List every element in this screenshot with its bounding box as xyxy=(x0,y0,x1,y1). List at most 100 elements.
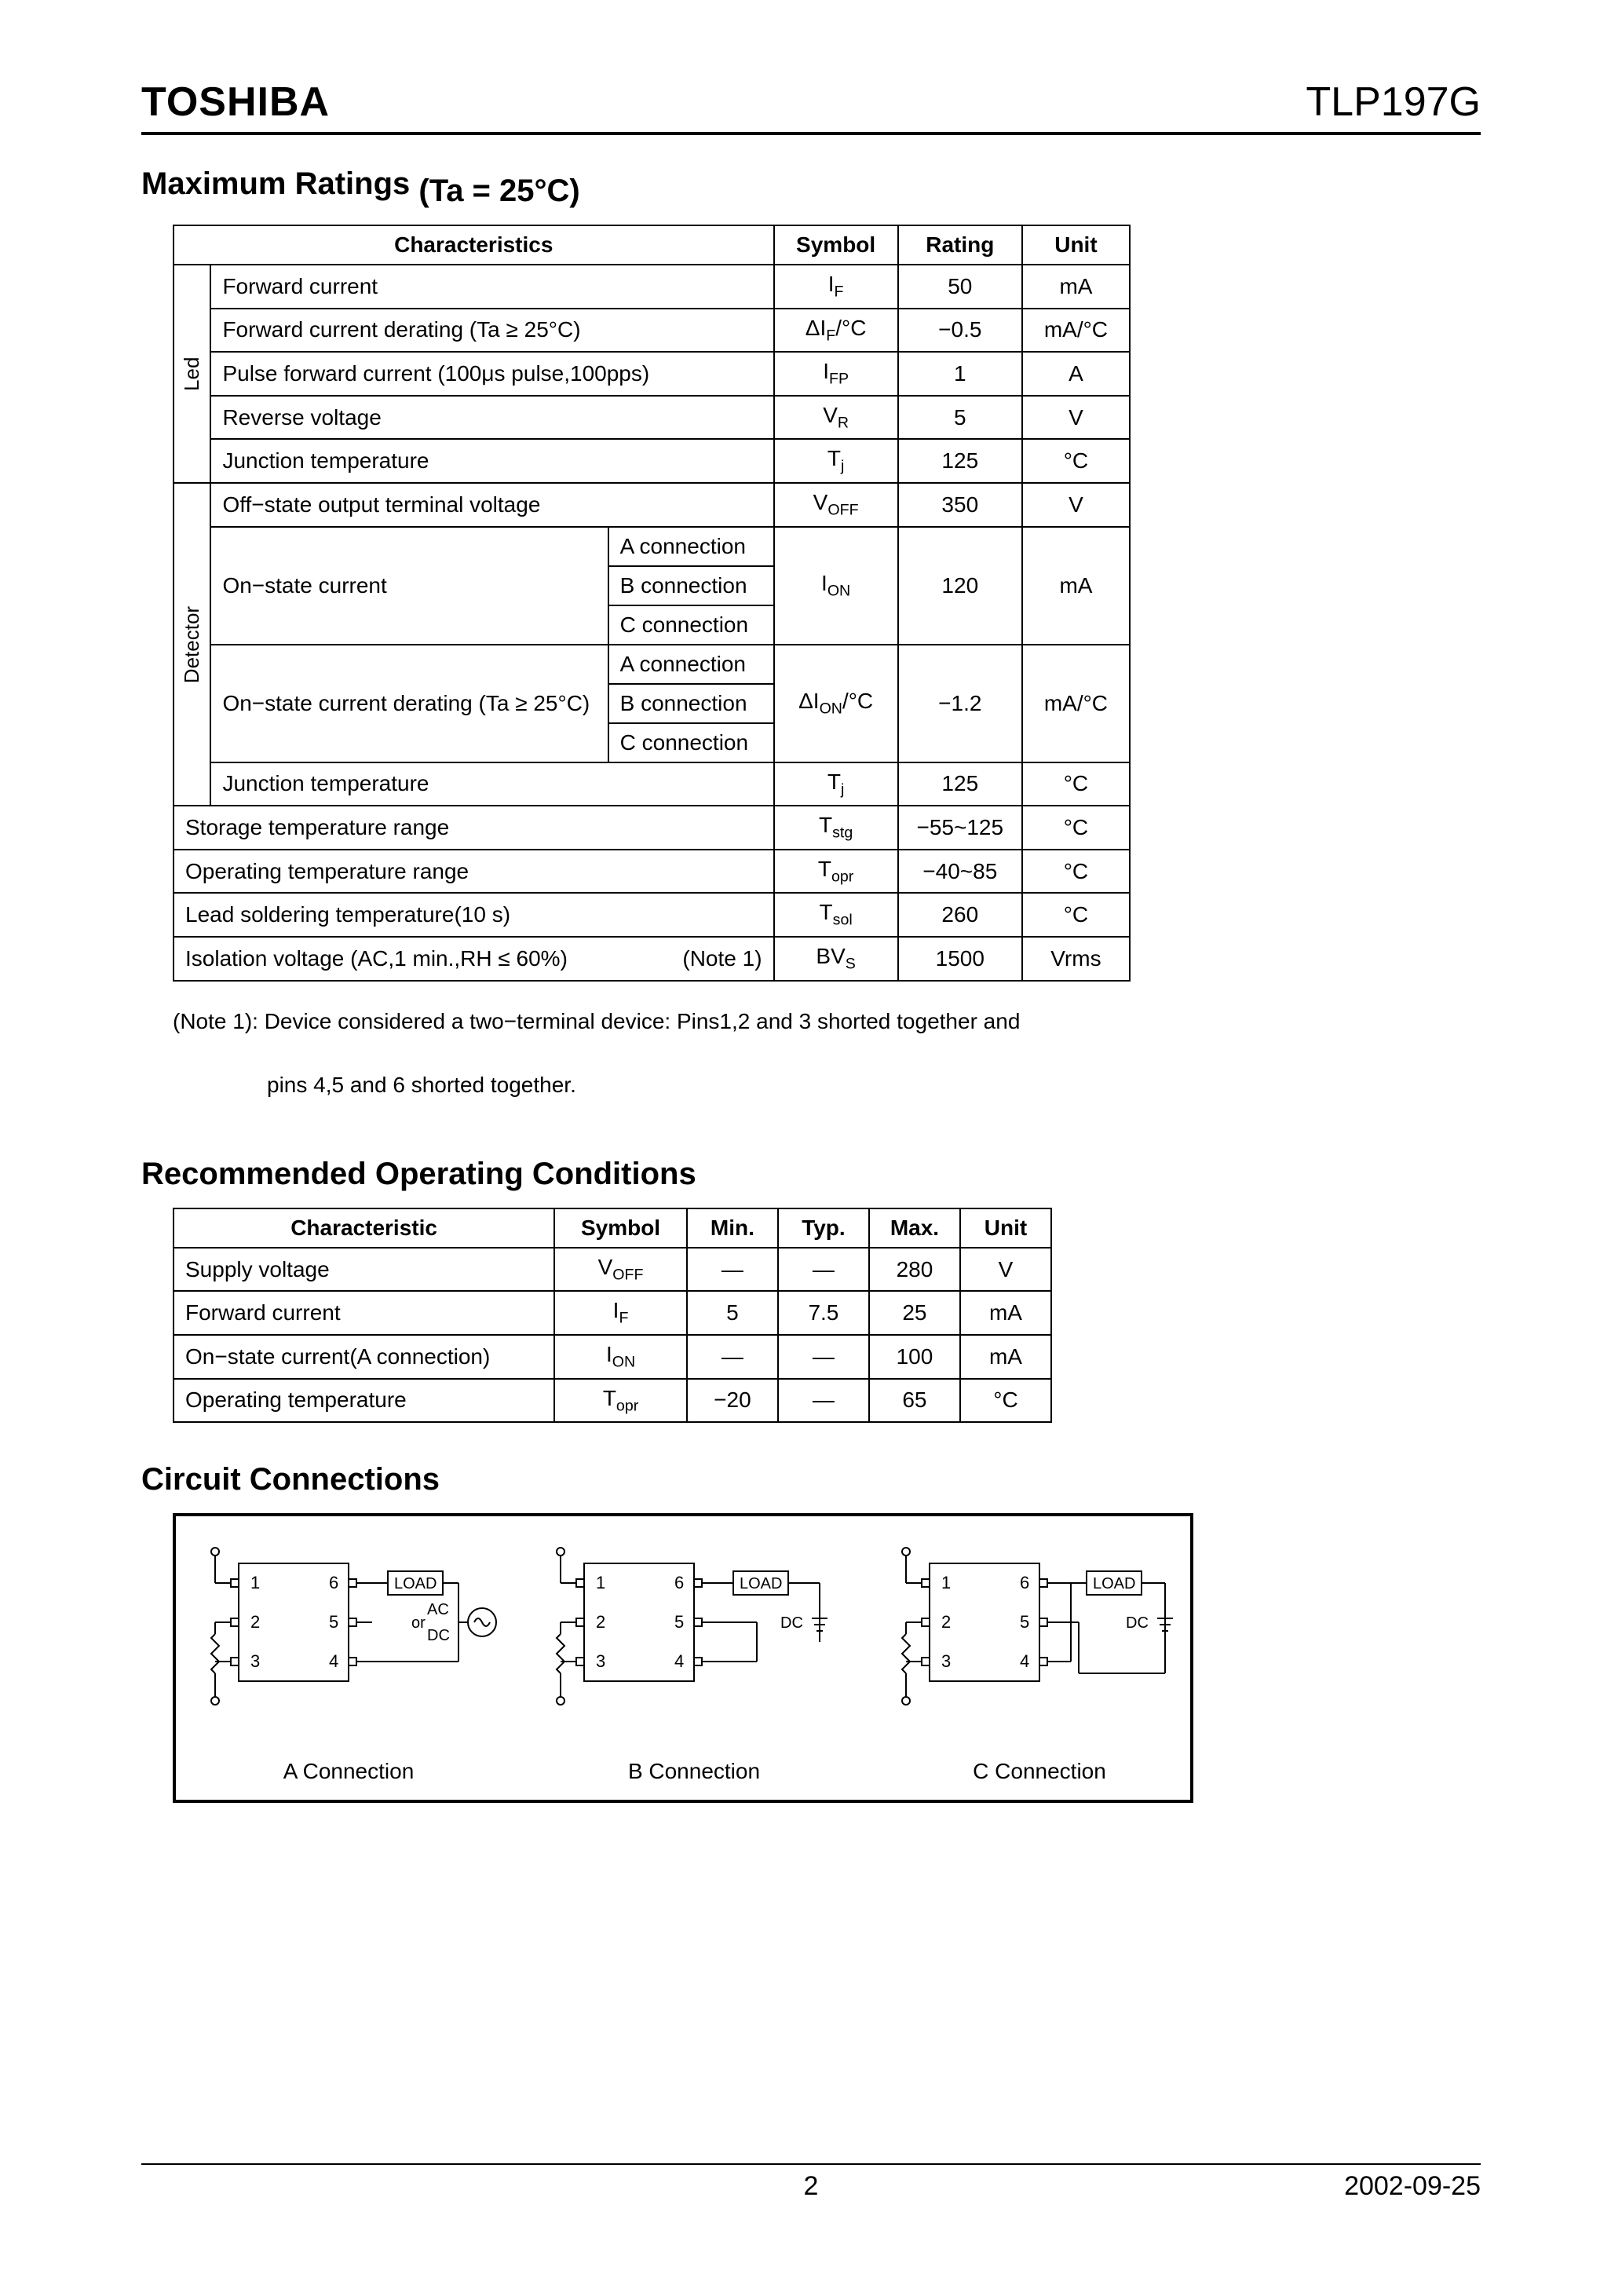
cell-char: On−state current xyxy=(210,527,608,645)
max-ratings-table: Characteristics Symbol Rating Unit Led F… xyxy=(173,225,1131,982)
cell-char: Junction temperature xyxy=(210,762,773,806)
svg-text:4: 4 xyxy=(1020,1651,1029,1671)
svg-text:4: 4 xyxy=(329,1651,338,1671)
table-header-row: Characteristics Symbol Rating Unit xyxy=(174,225,1130,265)
cell-symbol: ΔIF/°C xyxy=(774,309,898,353)
cell-conn: A connection xyxy=(608,645,774,684)
cell-char: Off−state output terminal voltage xyxy=(210,483,773,527)
col-typ: Typ. xyxy=(778,1208,869,1248)
table-row: Supply voltage VOFF — — 280 V xyxy=(174,1248,1051,1292)
cell-rating: 120 xyxy=(898,527,1022,645)
cell-char: On−state current derating (Ta ≥ 25°C) xyxy=(210,645,608,762)
svg-text:3: 3 xyxy=(250,1651,260,1671)
cell-symbol: Tsol xyxy=(774,893,898,937)
svg-text:1: 1 xyxy=(250,1573,260,1592)
footer-date: 2002-09-25 xyxy=(1344,2171,1481,2202)
cell-char: Pulse forward current (100μs pulse,100pp… xyxy=(210,352,773,396)
cell-char: Operating temperature range xyxy=(174,850,774,894)
cell-rating: 50 xyxy=(898,265,1022,309)
svg-text:1: 1 xyxy=(596,1573,605,1592)
cell-typ: 7.5 xyxy=(778,1291,869,1335)
table-row: On−state current(A connection) ION — — 1… xyxy=(174,1335,1051,1379)
svg-text:2: 2 xyxy=(596,1612,605,1632)
cell-rating: 350 xyxy=(898,483,1022,527)
cell-rating: 1500 xyxy=(898,937,1022,981)
section-title-roc: Recommended Operating Conditions xyxy=(141,1157,1481,1192)
cell-symbol: IFP xyxy=(774,352,898,396)
cell-unit: Vrms xyxy=(1022,937,1130,981)
svg-text:6: 6 xyxy=(329,1573,338,1592)
page-header: TOSHIBA TLP197G xyxy=(141,79,1481,135)
page-number: 2 xyxy=(804,2171,819,2202)
cell-conn: A connection xyxy=(608,527,774,566)
cell-rating: 125 xyxy=(898,762,1022,806)
cell-min: — xyxy=(687,1335,778,1379)
cell-typ: — xyxy=(778,1335,869,1379)
circuit-connections-box: 1 2 3 6 5 4 LOAD AC or DC A Connection xyxy=(173,1513,1193,1803)
circuit-a: 1 2 3 6 5 4 LOAD AC or DC A Connection xyxy=(192,1540,506,1784)
svg-text:2: 2 xyxy=(250,1612,260,1632)
cell-rating: 125 xyxy=(898,439,1022,483)
svg-text:1: 1 xyxy=(941,1573,951,1592)
svg-text:DC: DC xyxy=(780,1614,803,1632)
roc-table: Characteristic Symbol Min. Typ. Max. Uni… xyxy=(173,1208,1052,1423)
table-row: Isolation voltage (AC,1 min.,RH ≤ 60%) (… xyxy=(174,937,1130,981)
cell-rating: −1.2 xyxy=(898,645,1022,762)
svg-text:AC: AC xyxy=(427,1601,449,1618)
svg-text:5: 5 xyxy=(1020,1612,1029,1632)
cell-unit: V xyxy=(960,1248,1051,1292)
cell-symbol: Topr xyxy=(554,1379,687,1423)
cell-conn: C connection xyxy=(608,723,774,762)
part-number: TLP197G xyxy=(1306,79,1481,126)
svg-text:2: 2 xyxy=(941,1612,951,1632)
svg-text:DC: DC xyxy=(1126,1614,1149,1632)
table-row: Storage temperature range Tstg −55~125 °… xyxy=(174,806,1130,850)
cell-char: Forward current xyxy=(174,1291,554,1335)
col-unit: Unit xyxy=(1022,225,1130,265)
table-row: Operating temperature range Topr −40~85 … xyxy=(174,850,1130,894)
toshiba-logo: TOSHIBA xyxy=(141,79,330,126)
col-rating: Rating xyxy=(898,225,1022,265)
cell-symbol: Tj xyxy=(774,439,898,483)
page-footer: 2 2002-09-25 xyxy=(141,2163,1481,2202)
col-characteristics: Characteristics xyxy=(174,225,774,265)
col-min: Min. xyxy=(687,1208,778,1248)
label-c-connection: C Connection xyxy=(882,1759,1196,1784)
svg-text:6: 6 xyxy=(1020,1573,1029,1592)
cell-typ: — xyxy=(778,1248,869,1292)
title-condition: (Ta = 25°C) xyxy=(418,174,579,208)
cell-min: −20 xyxy=(687,1379,778,1423)
cell-unit: °C xyxy=(1022,762,1130,806)
table-row: Junction temperature Tj 125 °C xyxy=(174,439,1130,483)
cell-unit: V xyxy=(1022,483,1130,527)
table-row: Operating temperature Topr −20 — 65 °C xyxy=(174,1379,1051,1423)
note-1: (Note 1): Device considered a two−termin… xyxy=(173,997,1481,1046)
section-title-circuit: Circuit Connections xyxy=(141,1462,1481,1497)
cell-unit: °C xyxy=(1022,893,1130,937)
cell-char: Lead soldering temperature(10 s) xyxy=(174,893,774,937)
table-row: On−state current A connection ION 120 mA xyxy=(174,527,1130,566)
table-row: Lead soldering temperature(10 s) Tsol 26… xyxy=(174,893,1130,937)
cell-symbol: BVS xyxy=(774,937,898,981)
col-max: Max. xyxy=(869,1208,960,1248)
cell-unit: mA/°C xyxy=(1022,645,1130,762)
svg-text:DC: DC xyxy=(427,1627,450,1644)
cell-symbol: VOFF xyxy=(774,483,898,527)
cell-char: Supply voltage xyxy=(174,1248,554,1292)
svg-text:LOAD: LOAD xyxy=(394,1575,437,1592)
circuit-a-svg: 1 2 3 6 5 4 LOAD AC or DC xyxy=(192,1540,506,1744)
table-row: Junction temperature Tj 125 °C xyxy=(174,762,1130,806)
cell-unit: mA xyxy=(1022,265,1130,309)
cell-unit: V xyxy=(1022,396,1130,440)
cell-rating: −40~85 xyxy=(898,850,1022,894)
cell-char: Forward current derating (Ta ≥ 25°C) xyxy=(210,309,773,353)
cell-rating: 5 xyxy=(898,396,1022,440)
svg-text:3: 3 xyxy=(596,1651,605,1671)
table-header-row: Characteristic Symbol Min. Typ. Max. Uni… xyxy=(174,1208,1051,1248)
cell-min: — xyxy=(687,1248,778,1292)
circuit-c: 1 2 3 6 5 4 LOAD DC C Connection xyxy=(882,1540,1196,1784)
table-row: Forward current derating (Ta ≥ 25°C) ΔIF… xyxy=(174,309,1130,353)
table-row: On−state current derating (Ta ≥ 25°C) A … xyxy=(174,645,1130,684)
cell-symbol: Tstg xyxy=(774,806,898,850)
circuit-c-svg: 1 2 3 6 5 4 LOAD DC xyxy=(882,1540,1196,1744)
